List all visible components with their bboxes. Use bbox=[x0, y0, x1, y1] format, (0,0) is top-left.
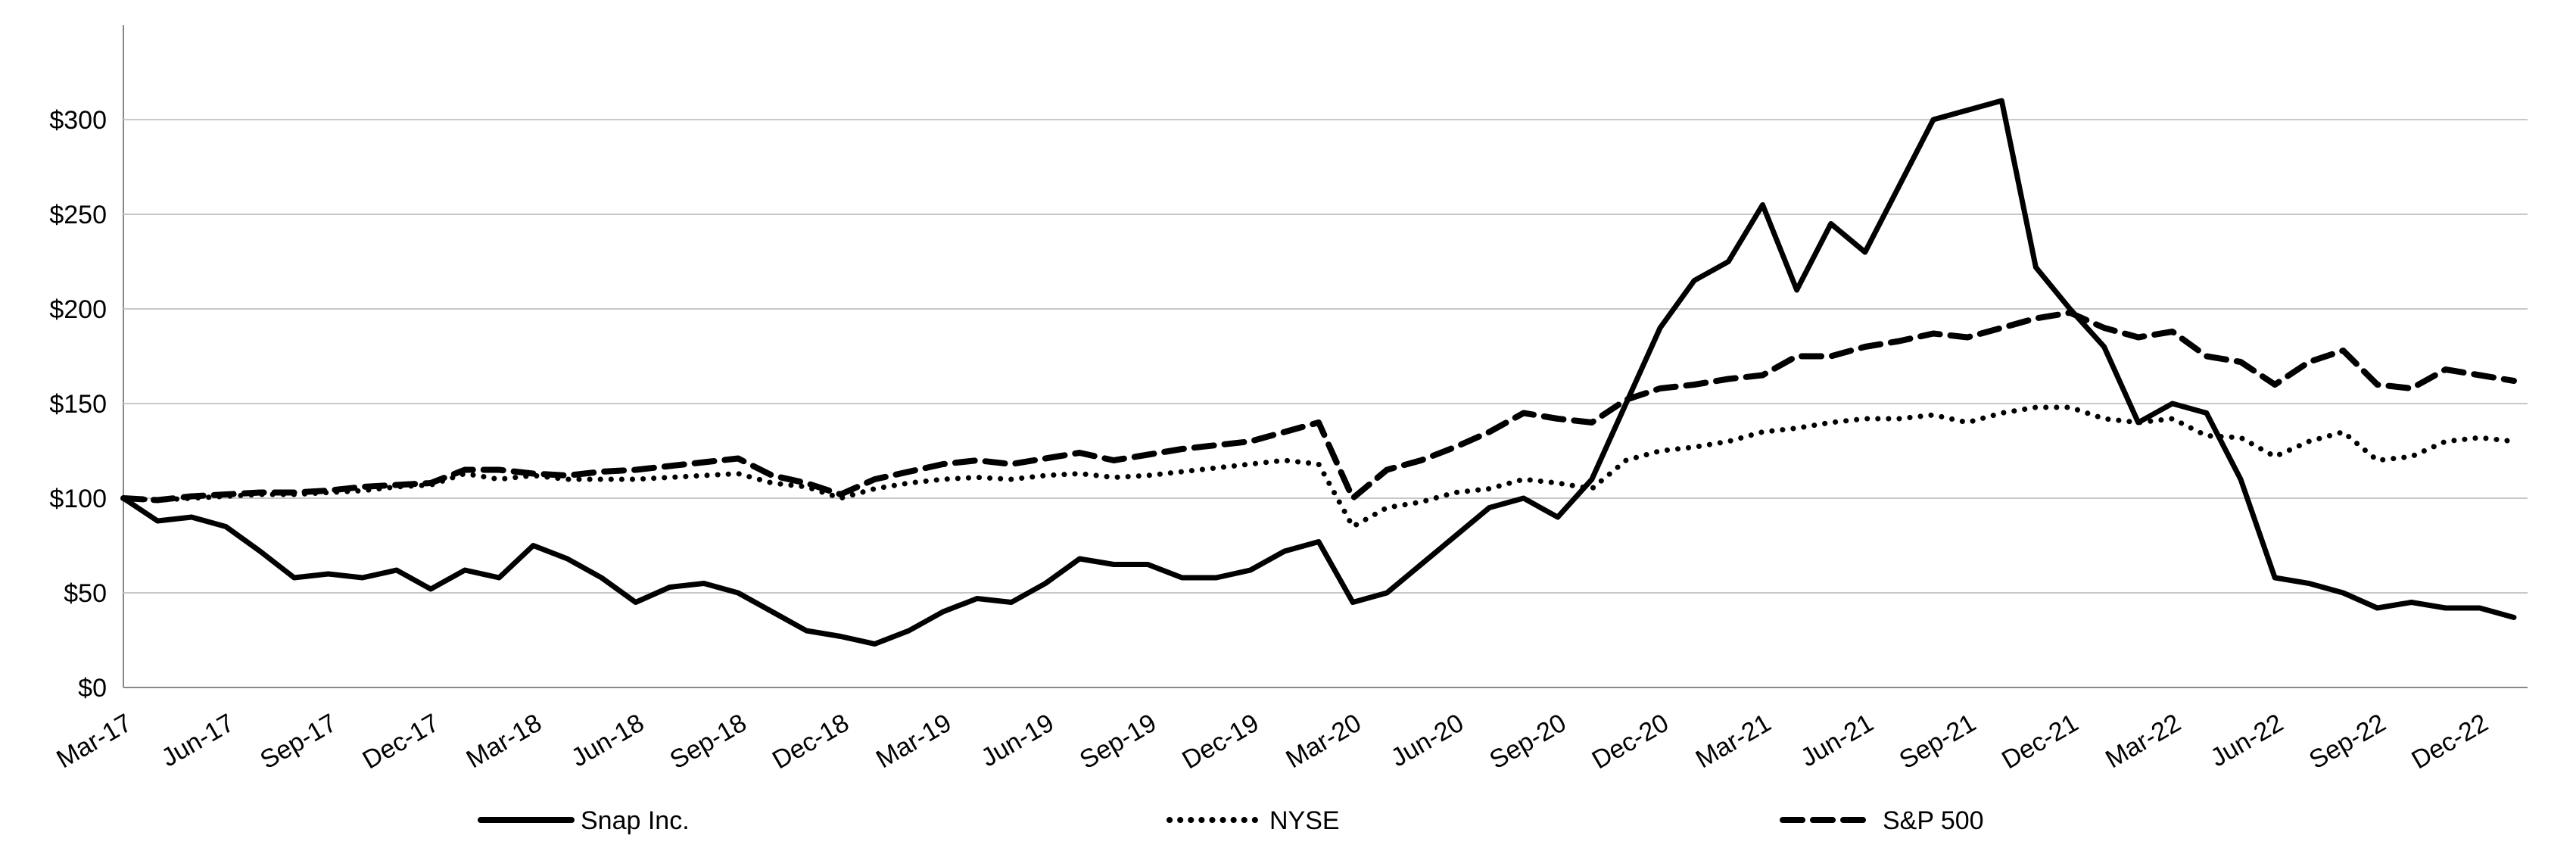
x-tick-label: Mar-17 bbox=[51, 709, 136, 775]
x-tick-label: Dec-21 bbox=[1997, 709, 2083, 775]
legend-label: NYSE bbox=[1269, 806, 1340, 835]
x-tick-label: Mar-21 bbox=[1691, 709, 1776, 775]
x-tick-label: Dec-20 bbox=[1587, 709, 1674, 775]
x-tick-label: Sep-19 bbox=[1075, 709, 1161, 775]
x-tick-label: Sep-18 bbox=[665, 709, 752, 775]
x-tick-label: Sep-22 bbox=[2304, 709, 2391, 775]
x-tick-label: Dec-19 bbox=[1177, 709, 1263, 775]
series-line-snap-inc- bbox=[120, 98, 2517, 647]
x-tick-label: Sep-20 bbox=[1484, 709, 1571, 775]
x-tick-label: Mar-22 bbox=[2101, 709, 2185, 775]
x-tick-label: Jun-22 bbox=[2206, 709, 2288, 773]
x-tick-label: Mar-18 bbox=[462, 709, 547, 775]
legend-label: Snap Inc. bbox=[581, 806, 690, 835]
x-tick-label: Jun-18 bbox=[566, 709, 649, 773]
x-tick-label: Jun-20 bbox=[1386, 709, 1469, 773]
y-tick-label: $150 bbox=[49, 390, 107, 419]
y-tick-label: $50 bbox=[64, 579, 107, 608]
x-tick-label: Jun-21 bbox=[1796, 709, 1878, 773]
x-tick-label: Dec-22 bbox=[2407, 709, 2493, 775]
x-tick-label: Dec-17 bbox=[358, 709, 444, 775]
legend: Snap Inc. NYSE S&P 500 bbox=[478, 806, 1984, 835]
y-tick-label: $100 bbox=[49, 485, 107, 513]
y-tick-label: $300 bbox=[49, 106, 107, 135]
y-tick-label: $0 bbox=[78, 674, 107, 703]
x-tick-label: Sep-17 bbox=[255, 709, 341, 775]
series-line-s-p-500 bbox=[120, 310, 2517, 504]
y-axis-tick-labels: $0 $50 $100 $150 $200 $250 $300 bbox=[49, 106, 107, 703]
y-tick-label: $200 bbox=[49, 295, 107, 324]
x-tick-label: Sep-21 bbox=[1895, 709, 1981, 775]
series-lines bbox=[120, 98, 2517, 647]
x-tick-label: Jun-17 bbox=[157, 709, 239, 773]
x-tick-label: Mar-19 bbox=[871, 709, 956, 775]
y-tick-label: $250 bbox=[49, 201, 107, 229]
x-tick-label: Dec-18 bbox=[768, 709, 854, 775]
x-axis-tick-labels: Mar-17 Jun-17 Sep-17 Dec-17 Mar-18 Jun-18 Sep-… bbox=[51, 709, 2493, 775]
gridlines bbox=[123, 25, 2528, 688]
x-tick-label: Jun-19 bbox=[977, 709, 1059, 773]
x-tick-label: Mar-20 bbox=[1281, 709, 1366, 775]
series-line-nyse bbox=[120, 404, 2517, 529]
legend-label: S&P 500 bbox=[1883, 806, 1984, 835]
